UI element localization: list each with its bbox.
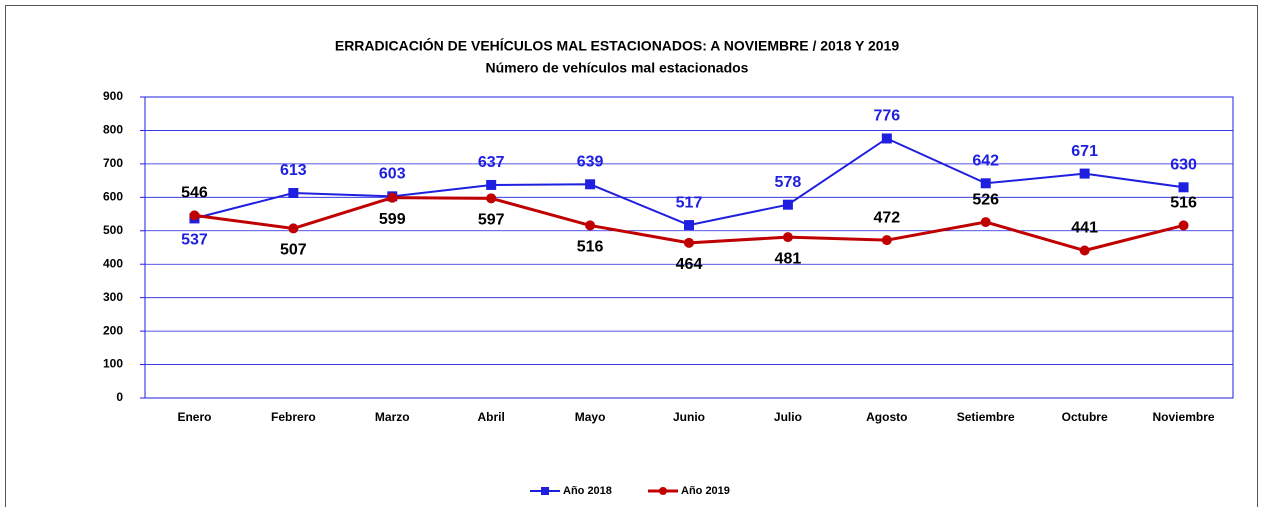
marker <box>684 237 694 248</box>
marker <box>486 179 497 190</box>
x-tick-label: Mayo <box>575 410 606 424</box>
marker <box>1178 182 1189 193</box>
chart-title: ERRADICACIÓN DE VEHÍCULOS MAL ESTACIONAD… <box>335 37 899 54</box>
y-tick-label: 500 <box>103 223 123 237</box>
x-tick-label: Setiembre <box>957 410 1015 424</box>
data-label: 537 <box>181 232 208 249</box>
data-label: 441 <box>1071 220 1098 237</box>
data-label: 472 <box>873 209 900 226</box>
marker <box>1079 168 1090 179</box>
data-label: 516 <box>577 239 604 256</box>
marker <box>782 232 793 243</box>
x-tick-label: Marzo <box>375 410 410 424</box>
marker <box>1079 245 1090 256</box>
data-label: 546 <box>181 185 208 202</box>
x-tick-label: Enero <box>177 410 211 424</box>
y-tick-label: 600 <box>103 190 123 204</box>
marker <box>980 178 991 189</box>
marker <box>1178 220 1189 231</box>
x-tick-label: Junio <box>673 410 705 424</box>
x-tick-label: Abril <box>478 410 505 424</box>
y-tick-label: 200 <box>103 323 123 337</box>
data-label: 639 <box>577 154 604 171</box>
data-label: 642 <box>972 153 999 170</box>
y-tick-label: 700 <box>103 156 123 170</box>
data-label: 481 <box>775 250 802 267</box>
x-tick-label: Febrero <box>271 410 316 424</box>
marker <box>486 193 497 204</box>
legend-label: Año 2019 <box>681 485 730 497</box>
marker <box>782 199 793 210</box>
data-label: 516 <box>1170 195 1197 212</box>
data-label: 637 <box>478 154 505 171</box>
y-tick-label: 0 <box>116 390 123 404</box>
y-tick-label: 900 <box>103 89 123 103</box>
marker <box>288 223 299 234</box>
data-label: 776 <box>873 108 900 125</box>
marker <box>881 235 892 246</box>
marker <box>288 187 299 198</box>
data-label: 603 <box>379 166 406 183</box>
data-label: 630 <box>1170 157 1197 174</box>
x-tick-label: Octubre <box>1062 410 1108 424</box>
marker <box>585 179 596 190</box>
legend-marker <box>659 487 667 495</box>
frame <box>5 5 1258 507</box>
data-label: 597 <box>478 212 505 229</box>
marker <box>189 210 200 221</box>
legend-label: Año 2018 <box>563 485 612 497</box>
data-label: 613 <box>280 162 307 179</box>
data-label: 599 <box>379 211 406 228</box>
y-tick-label: 100 <box>103 357 123 371</box>
legend-marker <box>541 487 549 495</box>
y-tick-label: 400 <box>103 256 123 270</box>
y-tick-label: 800 <box>103 123 123 137</box>
data-label: 526 <box>972 191 999 208</box>
data-label: 464 <box>676 256 703 273</box>
marker <box>684 220 694 231</box>
chart-subtitle: Número de vehículos mal estacionados <box>486 60 749 76</box>
data-label: 671 <box>1071 143 1098 160</box>
y-tick-label: 300 <box>103 290 123 304</box>
marker <box>585 220 596 231</box>
marker <box>980 217 991 228</box>
data-label: 507 <box>280 242 307 259</box>
x-tick-label: Julio <box>774 410 802 424</box>
plot-area <box>144 96 1234 399</box>
data-label: 517 <box>676 194 703 211</box>
x-tick-label: Noviembre <box>1153 410 1215 424</box>
marker <box>881 133 892 144</box>
x-tick-label: Agosto <box>866 410 907 424</box>
data-label: 578 <box>775 174 802 191</box>
marker <box>387 192 398 203</box>
